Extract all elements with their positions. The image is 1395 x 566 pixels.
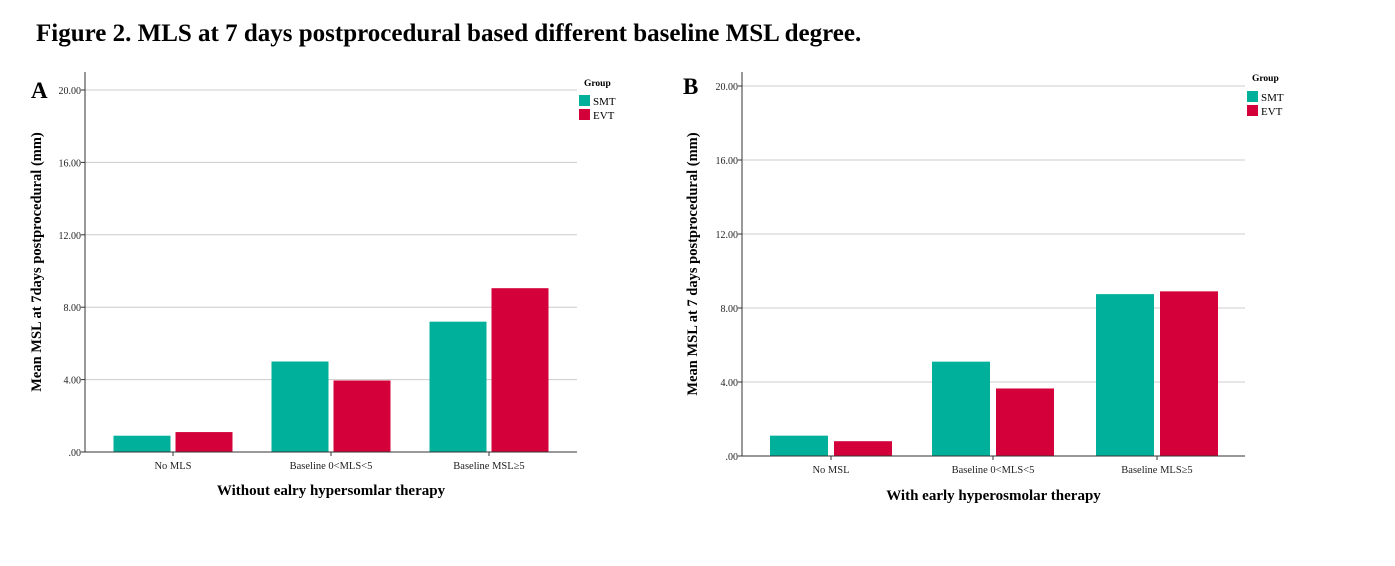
y-tick-label: 12.00	[59, 231, 82, 242]
y-tick-label: 16.00	[59, 158, 82, 169]
legend-title: Group	[584, 79, 611, 89]
x-tick-label: No MLS	[154, 461, 191, 472]
bar-evt-1	[834, 441, 892, 456]
y-axis-label: Mean MSL at 7 days postprocedural (mm)	[685, 132, 701, 395]
legend: Group SMT EVT	[579, 79, 616, 122]
y-tick-label: 4.00	[721, 378, 739, 389]
bar-evt-3	[491, 288, 549, 452]
bar-smt-2	[932, 361, 990, 456]
x-tick-label: No MSL	[812, 465, 849, 476]
panel-label: A	[31, 78, 48, 103]
y-tick-label: 20.00	[716, 82, 739, 93]
y-tick-label: 20.00	[59, 86, 82, 97]
bar-smt-2	[271, 361, 329, 452]
legend-title: Group	[1252, 74, 1279, 84]
x-tick-label: Baseline 0<MLS<5	[290, 461, 373, 472]
legend-label-evt: EVT	[1261, 106, 1283, 118]
bar-evt-3	[1160, 291, 1218, 456]
x-tick-label: Baseline MSL≥5	[453, 461, 524, 472]
legend-swatch-evt	[579, 109, 590, 120]
legend-label-smt: SMT	[1261, 92, 1284, 104]
legend-label-evt: EVT	[593, 110, 615, 122]
bar-smt-3	[1096, 294, 1154, 456]
y-tick-label: .00	[69, 448, 82, 459]
panel-label: B	[683, 74, 698, 99]
x-axis-label: Without ealry hypersomlar therapy	[217, 483, 446, 499]
bar-smt-3	[429, 321, 487, 452]
bar-smt-1	[770, 435, 828, 456]
x-tick-label: Baseline 0<MLS<5	[952, 465, 1035, 476]
bar-smt-1	[113, 435, 171, 452]
legend-swatch-smt	[579, 95, 590, 106]
bar-evt-1	[175, 432, 233, 452]
figure-title: Figure 2. MLS at 7 days postprocedural b…	[36, 20, 862, 47]
legend-swatch-evt	[1247, 105, 1258, 116]
x-tick-label: Baseline MLS≥5	[1121, 465, 1192, 476]
bar-evt-2	[996, 388, 1054, 456]
legend-label-smt: SMT	[593, 96, 616, 108]
y-axis-label: Mean MSL at 7days postprocedural (mm)	[29, 132, 45, 392]
y-tick-label: 12.00	[716, 230, 739, 241]
y-tick-label: 8.00	[721, 304, 739, 315]
y-tick-label: .00	[726, 452, 739, 463]
legend: Group SMT EVT	[1247, 74, 1284, 118]
y-tick-label: 8.00	[64, 303, 82, 314]
y-tick-label: 16.00	[716, 156, 739, 167]
bar-evt-2	[333, 380, 391, 452]
y-tick-label: 4.00	[64, 376, 82, 387]
x-axis-label: With early hyperosmolar therapy	[886, 488, 1101, 504]
legend-swatch-smt	[1247, 91, 1258, 102]
chart-panel-b: .00 4.00 8.00 12.00 16.00 20.00 No MSL Baseline…	[683, 72, 1284, 504]
chart-panel-a: .00 4.00 8.00 12.00 16.00 20.00 No MLS Baseline…	[29, 72, 616, 499]
